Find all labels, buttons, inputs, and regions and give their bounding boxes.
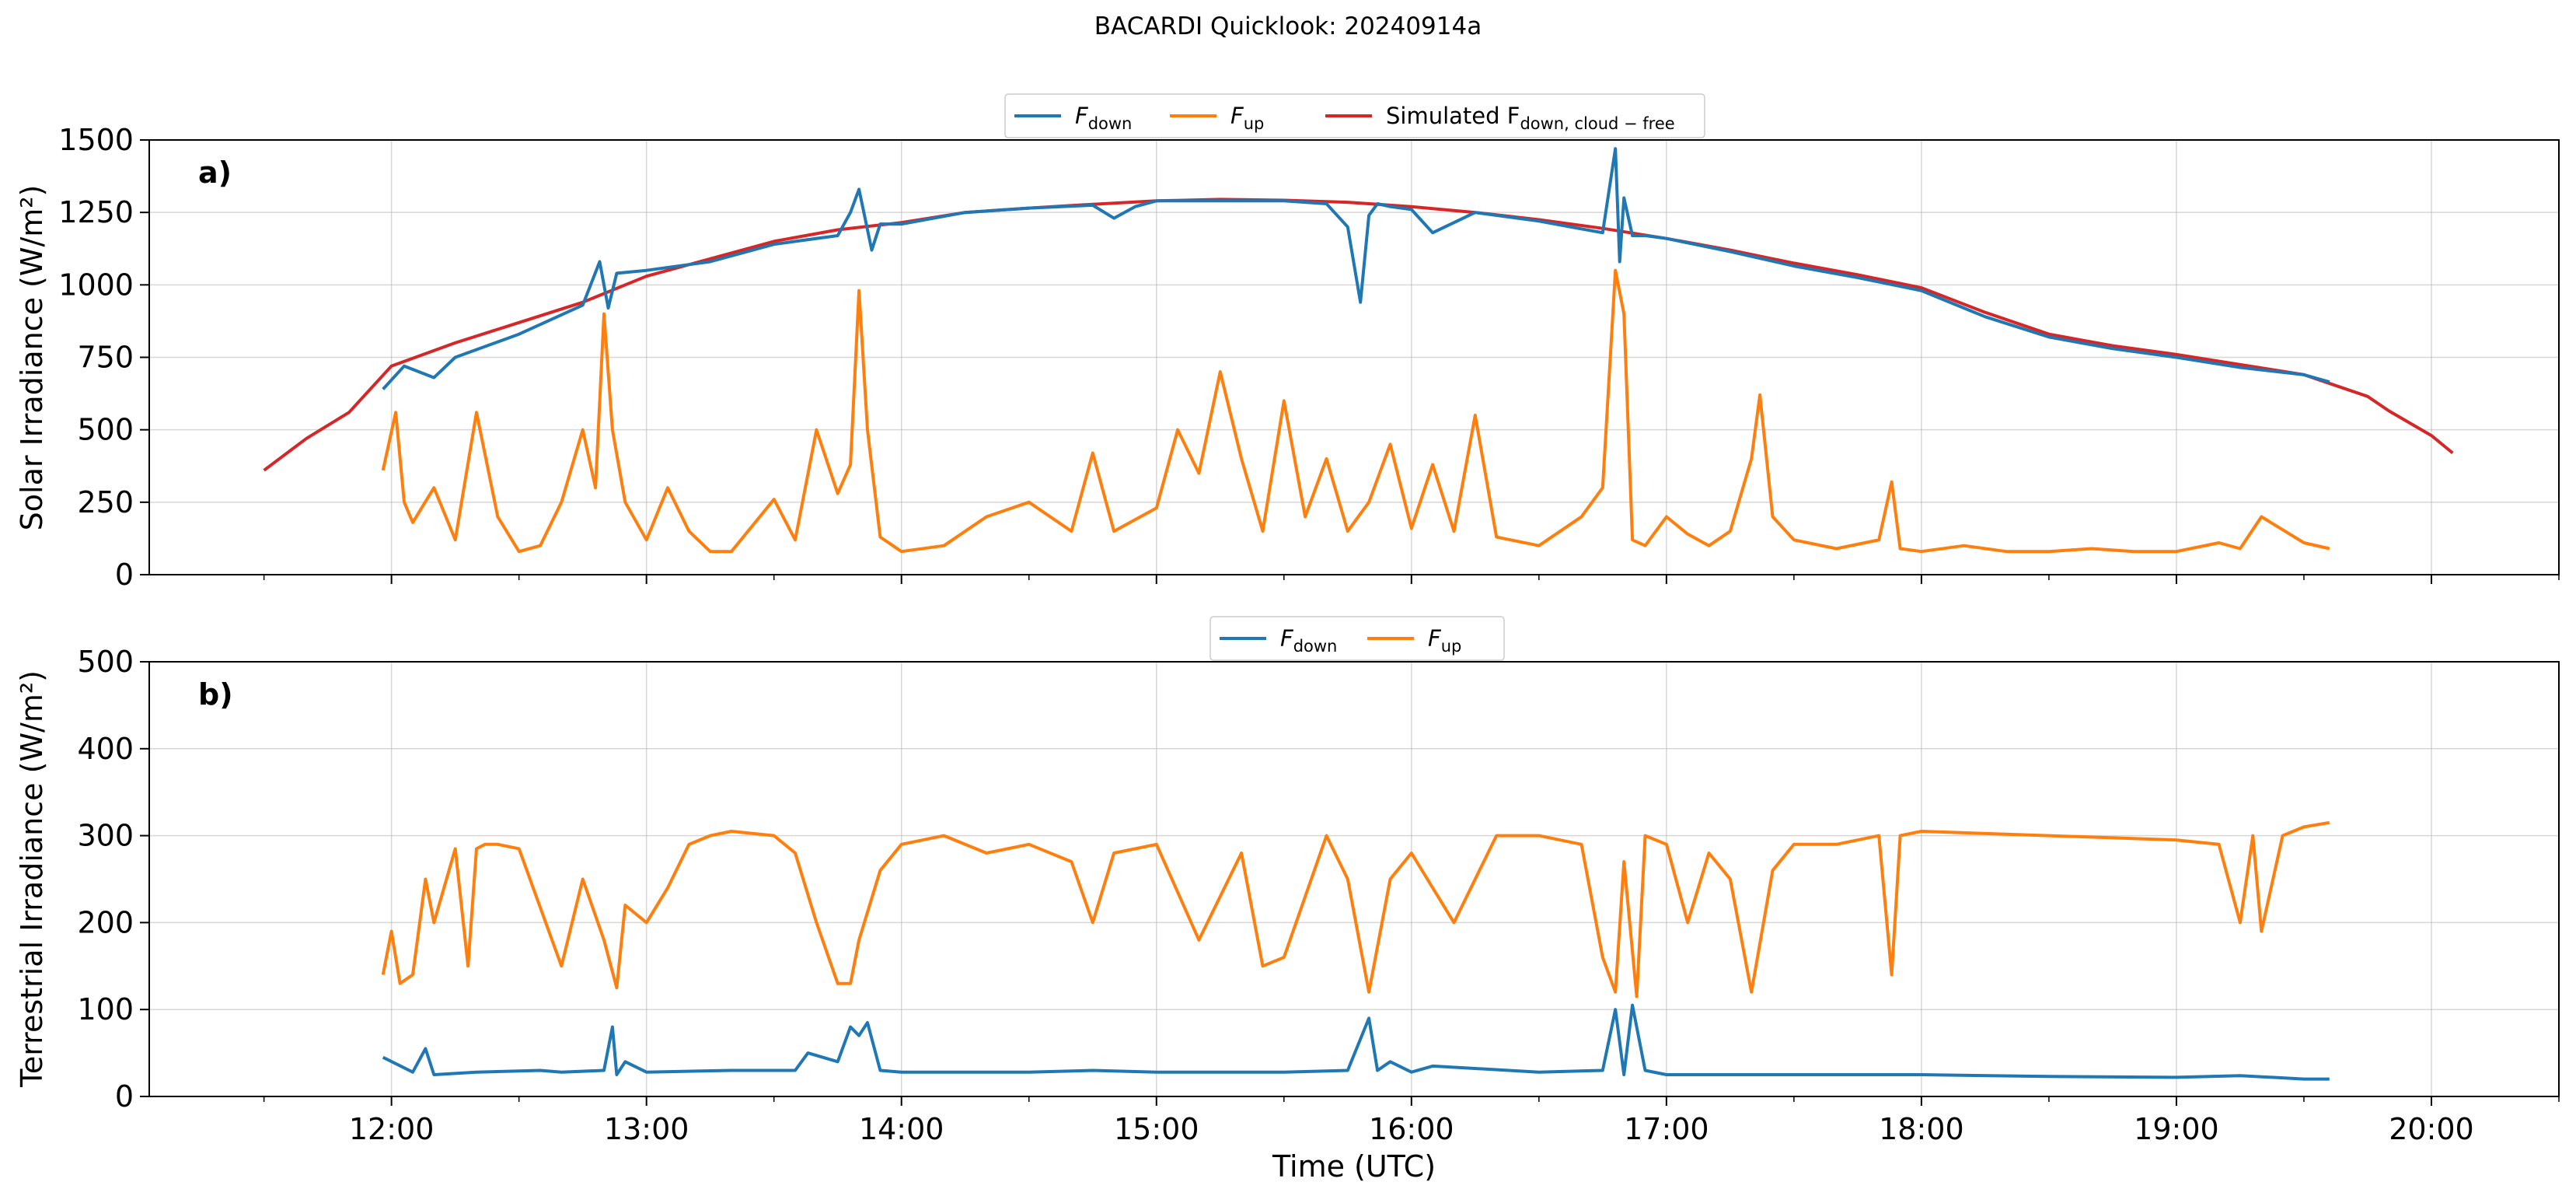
y-axis-label: Solar Irradiance (W/m²) — [15, 185, 49, 531]
y-tick-label: 1250 — [58, 195, 134, 229]
x-tick-label: 15:00 — [1114, 1112, 1199, 1146]
y-tick-label: 1000 — [58, 268, 134, 302]
x-tick-label: 13:00 — [604, 1112, 689, 1146]
series-line-sim — [263, 198, 2454, 472]
x-tick-label: 16:00 — [1369, 1112, 1454, 1146]
y-tick-label: 750 — [77, 341, 134, 375]
legend-entry-up: Fup — [1428, 625, 1461, 656]
legend-box — [1209, 616, 1505, 661]
panel-label: a) — [198, 156, 232, 190]
y-tick-label: 300 — [77, 819, 134, 853]
figure-title: BACARDI Quicklook: 20240914a — [1094, 12, 1482, 40]
series-line-up — [381, 268, 2330, 554]
y-tick-label: 0 — [115, 558, 134, 592]
series-line-down — [382, 147, 2330, 390]
legend-entry-down: Fdown — [1075, 103, 1132, 133]
x-tick-label: 14:00 — [859, 1112, 944, 1146]
panel-label: b) — [198, 677, 233, 712]
series-line-up — [381, 820, 2330, 998]
x-axis-label: Time (UTC) — [1272, 1149, 1436, 1184]
x-tick-label: 18:00 — [1879, 1112, 1964, 1146]
series-line-down — [382, 1003, 2330, 1081]
y-tick-label: 250 — [77, 485, 134, 519]
panel-b-terrestrial: 0 100 200 300 400 500 12:00 13:00 14:00 15:00 16:0… — [15, 616, 2560, 1184]
legend-entry-up: Fup — [1230, 103, 1264, 133]
x-tick-label: 20:00 — [2389, 1112, 2474, 1146]
x-tick-label: 17:00 — [1624, 1112, 1709, 1146]
y-tick-label: 400 — [77, 732, 134, 766]
legend-entry-down: Fdown — [1280, 625, 1337, 656]
y-tick-label: 200 — [77, 905, 134, 939]
x-tick-label: 12:00 — [349, 1112, 435, 1146]
axes-frame — [148, 661, 2560, 1097]
y-axis-label: Terrestrial Irradiance (W/m²) — [15, 670, 49, 1088]
y-tick-label: 500 — [77, 413, 134, 447]
legend-entry-sim: Simulated Fdown, cloud − free — [1386, 103, 1675, 133]
panel-a-solar: 0 250 500 750 1000 1250 1500 Solar Irradiance (… — [15, 93, 2560, 592]
x-tick-label: 19:00 — [2134, 1112, 2219, 1146]
y-tick-label: 1500 — [58, 123, 134, 157]
y-tick-label: 0 — [115, 1079, 134, 1114]
y-tick-label: 500 — [77, 645, 134, 679]
y-tick-label: 100 — [77, 992, 134, 1026]
